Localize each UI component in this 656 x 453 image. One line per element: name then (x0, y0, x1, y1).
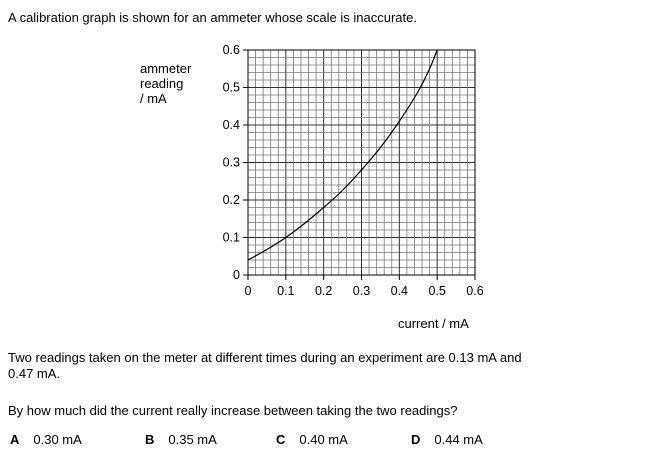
para-line: Two readings taken on the meter at diffe… (8, 350, 522, 365)
x-tick-label: 0.2 (315, 284, 332, 298)
y-label-line: reading (140, 76, 184, 91)
option-text: 0.40 mA (299, 432, 348, 447)
y-label-line: ammeter (140, 61, 192, 76)
y-tick-label: 0.2 (223, 193, 240, 207)
option-b[interactable]: B 0.35 mA (145, 432, 217, 447)
calibration-chart: 0 0.1 0.2 0.3 0.4 0.5 0.6 0 0.1 0.2 0.3 0.4 0.5 0.6 (223, 43, 484, 298)
y-tick-label: 0.3 (223, 156, 240, 170)
y-tick-label: 0 (233, 268, 240, 282)
option-text: 0.30 mA (33, 432, 82, 447)
y-tick-label: 0.1 (223, 231, 240, 245)
option-letter: D (411, 432, 421, 447)
option-a[interactable]: A 0.30 mA (10, 432, 82, 447)
y-tick-label: 0.4 (223, 118, 240, 132)
x-tick-label: 0.4 (391, 284, 408, 298)
option-c[interactable]: C 0.40 mA (276, 432, 348, 447)
intro-text: A calibration graph is shown for an amme… (8, 10, 417, 25)
y-tick-label: 0.5 (223, 81, 240, 95)
question-para1: Two readings taken on the meter at diffe… (8, 350, 522, 382)
y-axis-label: ammeter reading / mA (140, 61, 191, 106)
option-letter: B (145, 432, 155, 447)
question-para2: By how much did the current really incre… (8, 403, 458, 418)
y-tick-label: 0.6 (223, 43, 240, 57)
y-label-line: / mA (140, 91, 167, 106)
option-letter: C (276, 432, 286, 447)
option-d[interactable]: D 0.44 mA (411, 432, 483, 447)
option-letter: A (10, 432, 20, 447)
x-tick-label: 0.5 (428, 284, 445, 298)
option-text: 0.35 mA (168, 432, 217, 447)
option-text: 0.44 mA (434, 432, 483, 447)
x-tick-label: 0.6 (466, 284, 483, 298)
x-tick-label: 0.1 (277, 284, 294, 298)
x-tick-label: 0.3 (353, 284, 370, 298)
x-tick-label: 0 (245, 284, 252, 298)
calibration-curve (247, 49, 438, 261)
para-line: 0.47 mA. (8, 366, 61, 381)
x-axis-label: current / mA (398, 316, 469, 331)
